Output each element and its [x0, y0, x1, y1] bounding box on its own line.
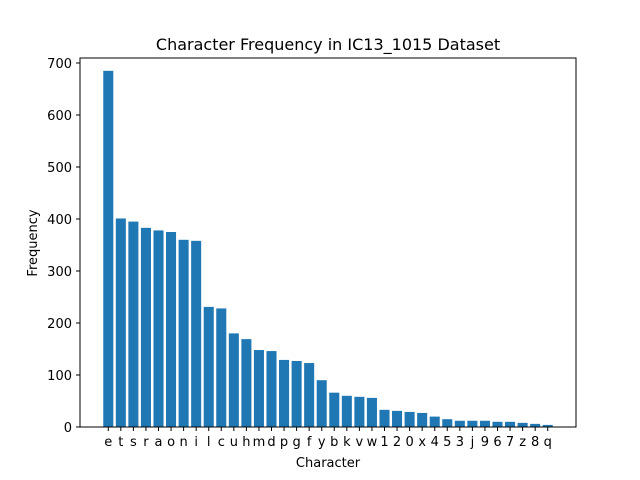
chart-title: Character Frequency in IC13_1015 Dataset: [156, 35, 500, 55]
x-tick-label-p: p: [280, 435, 288, 450]
x-tick-label-h: h: [242, 435, 250, 450]
bar-z: [517, 422, 528, 427]
x-tick-label-v: v: [356, 435, 364, 450]
x-tick-label-a: a: [155, 435, 163, 450]
x-tick-label-6: 6: [493, 435, 501, 450]
x-tick-label-3: 3: [456, 435, 464, 450]
bar-b: [329, 392, 340, 427]
y-axis-label: Frequency: [26, 209, 41, 276]
bar-a: [153, 230, 164, 427]
x-tick-label-u: u: [230, 435, 238, 450]
x-tick-label-0: 0: [405, 435, 413, 450]
bar-s: [128, 221, 139, 427]
bar-d: [266, 351, 277, 427]
bar-k: [341, 395, 352, 427]
bar-4: [429, 416, 440, 427]
bar-f: [304, 363, 315, 427]
x-tick-label-g: g: [292, 435, 300, 450]
x-tick-label-k: k: [343, 435, 351, 450]
bar-m: [253, 350, 264, 427]
bar-2: [392, 410, 403, 427]
x-tick-label-b: b: [330, 435, 338, 450]
bar-3: [454, 420, 465, 427]
y-axis: 0 100 200 300 400 500 600 700: [47, 57, 80, 436]
bar-x: [417, 412, 428, 427]
bar-c: [216, 308, 227, 427]
x-tick-label-r: r: [143, 435, 149, 450]
x-tick-label-7: 7: [506, 435, 514, 450]
bar-8: [530, 423, 541, 427]
y-tick-label-500: 500: [47, 161, 72, 176]
x-tick-label-2: 2: [393, 435, 401, 450]
y-tick-label-300: 300: [47, 265, 72, 280]
x-tick-label-w: w: [367, 435, 378, 450]
x-tick-label-5: 5: [443, 435, 451, 450]
x-tick-label-z: z: [519, 435, 526, 450]
bar-n: [178, 239, 189, 427]
x-tick-label-9: 9: [481, 435, 489, 450]
bar-i: [191, 240, 202, 427]
bar-p: [279, 359, 290, 427]
bar-w: [366, 397, 377, 427]
plot-area-frame: [79, 57, 577, 428]
x-tick-label-d: d: [267, 435, 275, 450]
bar-6: [492, 421, 503, 427]
bar-y: [316, 380, 327, 427]
x-tick-label-t: t: [118, 435, 123, 450]
x-tick-label-q: q: [544, 435, 552, 450]
y-tick-label-700: 700: [47, 57, 72, 72]
x-tick-label-i: i: [194, 435, 198, 450]
x-tick-label-j: j: [470, 435, 475, 450]
x-tick-label-l: l: [207, 435, 211, 450]
bar-h: [241, 339, 252, 427]
x-axis-label: Character: [296, 456, 361, 471]
y-tick-label-200: 200: [47, 317, 72, 332]
bars-group: [103, 70, 553, 428]
bar-5: [442, 419, 453, 427]
y-tick-label-0: 0: [64, 421, 72, 436]
x-tick-label-s: s: [130, 435, 137, 450]
bar-1: [379, 409, 390, 427]
bar-u: [228, 333, 239, 427]
bar-o: [166, 232, 177, 427]
x-tick-label-n: n: [179, 435, 187, 450]
x-tick-label-4: 4: [431, 435, 439, 450]
bar-9: [479, 420, 490, 427]
bar-q: [542, 424, 553, 427]
bar-e: [103, 70, 114, 428]
x-tick-label-c: c: [218, 435, 225, 450]
bar-j: [467, 420, 478, 427]
bar-l: [203, 306, 214, 427]
bar-t: [115, 218, 126, 427]
x-tick-label-8: 8: [531, 435, 539, 450]
y-tick-label-100: 100: [47, 369, 72, 384]
bar-g: [291, 360, 302, 427]
y-tick-label-600: 600: [47, 109, 72, 124]
bar-v: [354, 396, 365, 427]
x-tick-label-y: y: [318, 435, 326, 450]
y-tick-label-400: 400: [47, 213, 72, 228]
bar-7: [505, 421, 516, 427]
x-tick-label-f: f: [307, 435, 312, 450]
x-tick-label-m: m: [253, 435, 266, 450]
bar-0: [404, 411, 415, 427]
bar-r: [140, 227, 151, 427]
x-tick-label-e: e: [104, 435, 112, 450]
x-tick-label-o: o: [167, 435, 175, 450]
x-tick-label-1: 1: [380, 435, 388, 450]
x-tick-label-x: x: [418, 435, 426, 450]
